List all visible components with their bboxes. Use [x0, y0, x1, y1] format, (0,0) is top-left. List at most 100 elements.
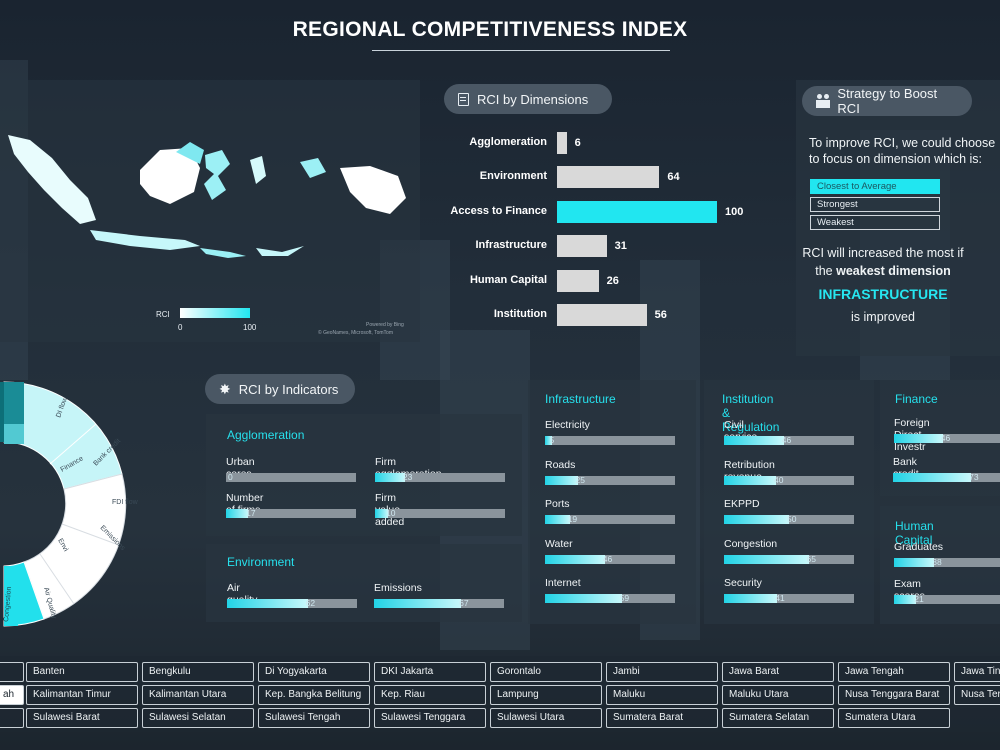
province-button[interactable]: Lampung	[490, 685, 602, 705]
indicator-bar-track[interactable]: 21	[894, 594, 1000, 604]
province-button[interactable]: Di Yogyakarta	[258, 662, 370, 682]
panel-institution	[704, 380, 874, 624]
sparkle-icon: ✸	[219, 381, 231, 397]
province-button[interactable]: Sumatera Barat	[606, 708, 718, 728]
indicator-bar-track[interactable]: 62	[227, 598, 357, 608]
indicator-value: 41	[775, 593, 785, 603]
indicator-bar-track[interactable]: 73	[893, 472, 1000, 482]
indicator-bar-track[interactable]: 25	[545, 474, 675, 485]
strategy-result-line4: is improved	[851, 310, 915, 324]
indicator-bar-track[interactable]: 40	[724, 474, 854, 485]
province-button[interactable]: Sulawesi Barat	[26, 708, 138, 728]
province-button[interactable]	[0, 662, 24, 682]
indicator-bar-fill	[545, 515, 570, 524]
indicator-bar-track[interactable]: 0	[226, 472, 356, 482]
strategy-card-title: Strategy to Boost RCI	[802, 86, 972, 116]
indicator-label: Internet	[545, 577, 581, 589]
indicator-bar-track[interactable]: 50	[724, 514, 854, 524]
indicator-bar-track[interactable]: 23	[375, 472, 505, 482]
map-panel[interactable]: RCI 0 100 Powered by Bing © GeoNames, Mi…	[0, 80, 420, 342]
indicator-bar-fill	[227, 599, 308, 608]
province-button[interactable]: Sulawesi Utara	[490, 708, 602, 728]
province-button[interactable]: Sulawesi Tenggara	[374, 708, 486, 728]
indicator-value: 0	[228, 472, 233, 482]
province-button[interactable]: Kep. Bangka Belitung	[258, 685, 370, 705]
strategy-option-closest[interactable]: Closest to Average	[810, 179, 940, 194]
indicator-value: 59	[619, 593, 630, 603]
panel-environment	[206, 544, 522, 622]
indicator-bar-track[interactable]: 67	[374, 598, 504, 608]
dimension-label: Agglomeration	[469, 136, 547, 148]
map-credit: © GeoNames, Microsoft, TomTom	[318, 330, 393, 336]
province-button[interactable]: Sumatera Selatan	[722, 708, 834, 728]
province-button[interactable]: Maluku	[606, 685, 718, 705]
indicator-value: 40	[774, 474, 784, 485]
strategy-option-weakest[interactable]: Weakest	[810, 215, 940, 230]
dimensions-title-text: RCI by Dimensions	[477, 91, 589, 107]
province-button[interactable]: Kalimantan Utara	[142, 685, 254, 705]
indicators-sunburst[interactable]: DI flow Bank credit Finance FDI flow Emi…	[0, 378, 160, 638]
province-button[interactable]	[0, 708, 24, 728]
dimension-bar[interactable]	[557, 166, 660, 189]
dimension-value-label: 31	[614, 240, 627, 253]
indicator-label: Graduates	[894, 541, 944, 553]
indicator-bar-track[interactable]: 38	[894, 557, 1000, 567]
dimension-value-label: 64	[667, 171, 680, 184]
map-legend-min: 0	[178, 323, 183, 332]
indicator-value: 17	[246, 508, 256, 518]
indicator-value: 5	[549, 435, 555, 445]
indicator-bar-fill	[724, 515, 789, 524]
strategy-option-strongest[interactable]: Strongest	[810, 197, 940, 212]
sunburst-segment-environment	[23, 473, 127, 620]
province-button[interactable]: Kep. Riau	[374, 685, 486, 705]
indicator-bar-fill	[375, 509, 388, 518]
indicator-bar-track[interactable]: 46	[894, 433, 1000, 443]
province-button[interactable]: Sulawesi Selatan	[142, 708, 254, 728]
indicator-bar-track[interactable]: 46	[724, 435, 854, 445]
province-button[interactable]: Gorontalo	[490, 662, 602, 682]
indicator-value: 25	[575, 474, 585, 485]
province-button[interactable]: Jawa Tengah	[838, 662, 950, 682]
dimension-label: Institution	[493, 308, 547, 320]
province-button[interactable]: ah	[0, 685, 24, 705]
province-button[interactable]: Jawa Barat	[722, 662, 834, 682]
province-button[interactable]: Bengkulu	[142, 662, 254, 682]
dimension-bar[interactable]	[557, 200, 717, 223]
strategy-result-bold: weakest dimension	[836, 264, 951, 278]
sunburst-segment-finance	[3, 381, 123, 490]
dimension-bar[interactable]	[557, 132, 567, 154]
people-icon	[816, 94, 830, 108]
province-button[interactable]: Kalimantan Timur	[26, 685, 138, 705]
dimension-bar[interactable]	[557, 235, 607, 258]
panel-infrastructure	[528, 380, 696, 624]
dimension-bar[interactable]	[557, 269, 599, 292]
strategy-result-dimension: INFRASTRUCTURE	[818, 286, 948, 302]
indicator-bar-fill	[545, 554, 605, 564]
province-button[interactable]: Maluku Utara	[722, 685, 834, 705]
province-button[interactable]: Jambi	[606, 662, 718, 682]
indicator-bar-track[interactable]: 19	[545, 514, 675, 524]
dimension-bar[interactable]	[557, 304, 647, 326]
province-button[interactable]: Banten	[26, 662, 138, 682]
indicator-bar-track[interactable]: 65	[724, 554, 854, 564]
indicator-bar-track[interactable]: 59	[545, 593, 675, 603]
indicator-value: 10	[386, 508, 396, 518]
indicator-label: Water	[545, 537, 573, 550]
indicator-value: 73	[969, 472, 979, 482]
indicator-bar-track[interactable]: 5	[545, 435, 675, 445]
indicator-bar-track[interactable]: 46	[545, 554, 675, 564]
province-button[interactable]: Sumatera Utara	[838, 708, 950, 728]
indicator-bar-track[interactable]: 41	[724, 593, 854, 603]
dimension-value-label: 26	[606, 274, 619, 287]
indicator-bar-track[interactable]: 17	[226, 508, 356, 518]
indicator-label: Congestion	[724, 537, 778, 550]
dimension-value-label: 6	[574, 137, 581, 149]
indicator-value: 50	[787, 514, 797, 524]
province-button[interactable]: DKI Jakarta	[374, 662, 486, 682]
indicator-bar-track[interactable]: 10	[375, 508, 505, 518]
province-button[interactable]: Nusa Ter	[954, 685, 1000, 705]
dimension-label: Environment	[479, 170, 547, 183]
province-button[interactable]: Jawa Tin	[954, 662, 1000, 682]
province-button[interactable]: Sulawesi Tengah	[258, 708, 370, 728]
province-button[interactable]: Nusa Tenggara Barat	[838, 685, 950, 705]
